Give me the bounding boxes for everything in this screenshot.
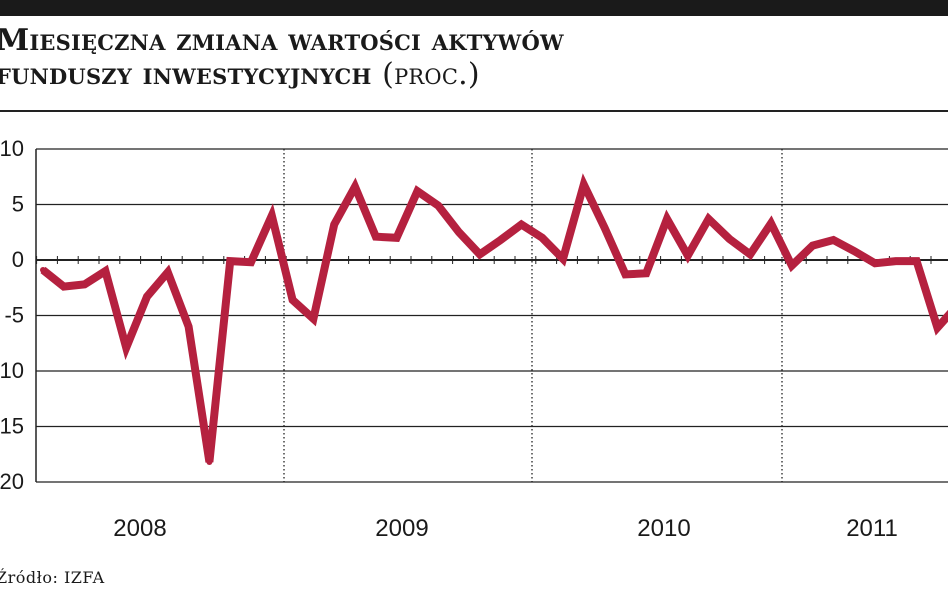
data-point bbox=[851, 248, 858, 255]
data-point bbox=[809, 242, 816, 249]
chart-title-line2: funduszy inwestycyjnych (proc.) bbox=[0, 58, 946, 92]
data-point bbox=[248, 259, 254, 266]
y-tick-label: 0 bbox=[12, 247, 24, 272]
data-point bbox=[352, 183, 358, 190]
data-point bbox=[747, 251, 754, 258]
chart-title-line1: Miesięczna zmiana wartości aktywów bbox=[0, 23, 564, 58]
x-year-label: 2009 bbox=[375, 515, 428, 542]
data-point bbox=[227, 258, 234, 265]
data-point bbox=[830, 237, 837, 244]
data-point bbox=[705, 215, 712, 222]
title-divider bbox=[0, 110, 948, 112]
data-point bbox=[289, 296, 296, 303]
x-year-label: 2008 bbox=[113, 515, 166, 542]
data-point bbox=[622, 271, 629, 278]
line-chart: 10 5 0 -5 -10 -15 -20 2008 2009 2010 2011 bbox=[0, 136, 948, 542]
data-point bbox=[934, 324, 941, 331]
y-tick-label: -5 bbox=[4, 303, 24, 328]
data-point bbox=[435, 202, 442, 209]
y-tick-label: -15 bbox=[0, 414, 24, 439]
data-point bbox=[518, 221, 525, 228]
data-point bbox=[601, 224, 608, 231]
data-point bbox=[40, 266, 46, 273]
chart-title: Miesięczna zmiana wartości aktywów fundu… bbox=[0, 24, 946, 92]
data-point bbox=[539, 234, 546, 241]
data-point bbox=[872, 260, 878, 267]
chart-title-unit: (proc.) bbox=[382, 57, 480, 92]
data-point bbox=[331, 221, 338, 228]
data-point bbox=[206, 459, 213, 466]
top-bar bbox=[0, 0, 948, 16]
data-point bbox=[310, 315, 317, 322]
data-point bbox=[456, 229, 462, 236]
series-line bbox=[40, 173, 948, 463]
y-tick-label: -20 bbox=[0, 469, 24, 494]
data-point bbox=[102, 268, 109, 275]
y-tick-label: 10 bbox=[0, 136, 24, 161]
data-point bbox=[185, 323, 192, 330]
data-point bbox=[60, 283, 67, 290]
data-point bbox=[393, 234, 400, 241]
data-point bbox=[726, 235, 733, 242]
data-point bbox=[643, 270, 650, 277]
data-point bbox=[684, 252, 691, 259]
data-point bbox=[560, 255, 566, 262]
data-point bbox=[788, 262, 795, 269]
data-point bbox=[372, 233, 379, 240]
x-year-label: 2010 bbox=[637, 515, 690, 542]
data-point bbox=[268, 212, 275, 219]
data-point bbox=[892, 258, 899, 265]
data-point bbox=[768, 220, 774, 227]
source-note: Źródło: IZFA bbox=[0, 568, 105, 587]
data-point bbox=[414, 188, 421, 195]
data-point bbox=[144, 293, 150, 300]
data-point bbox=[123, 344, 130, 351]
data-point bbox=[164, 269, 171, 276]
data-point bbox=[664, 215, 670, 222]
data-point bbox=[913, 258, 920, 265]
data-point bbox=[81, 281, 88, 288]
x-year-label: 2011 bbox=[846, 515, 898, 542]
data-point bbox=[476, 251, 483, 258]
data-point bbox=[580, 181, 587, 188]
chart-title-line2-text: funduszy inwestycyjnych bbox=[0, 57, 372, 92]
y-tick-label: -10 bbox=[0, 358, 24, 383]
y-tick-label: 5 bbox=[12, 192, 24, 217]
data-point bbox=[497, 237, 504, 244]
